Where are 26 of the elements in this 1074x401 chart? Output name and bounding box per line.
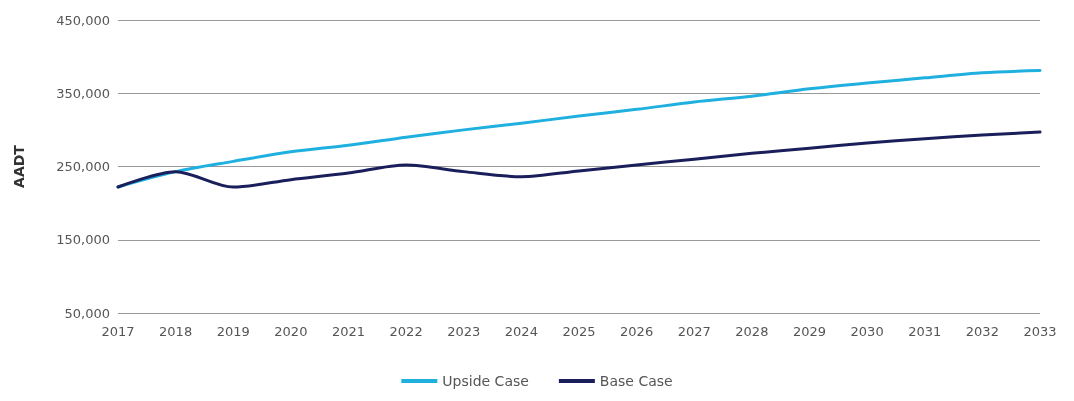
y-tick-label: 450,000 xyxy=(56,12,110,28)
x-tick-label: 2024 xyxy=(504,324,538,339)
line-series xyxy=(116,130,1042,189)
legend-label: Base Case xyxy=(599,373,673,389)
x-tick-label: 2018 xyxy=(159,324,193,339)
y-tick-label: 150,000 xyxy=(56,232,110,248)
y-axis-title: AADT xyxy=(11,144,27,188)
x-tick-label: 2021 xyxy=(331,324,366,339)
x-tick-label: 2028 xyxy=(735,324,769,339)
x-tick-label: 2030 xyxy=(850,324,884,339)
legend-label: Upside Case xyxy=(442,373,529,389)
x-tick-label: 2023 xyxy=(447,324,481,339)
x-tick-label: 2020 xyxy=(274,324,308,339)
y-tick-label: 350,000 xyxy=(56,85,110,101)
x-tick-label: 2025 xyxy=(562,324,596,339)
x-tick-label: 2029 xyxy=(792,324,827,339)
x-tick-label: 2026 xyxy=(620,324,654,339)
x-tick-label: 2019 xyxy=(216,324,250,339)
x-tick-label: 2031 xyxy=(908,324,942,339)
y-tick-label: 250,000 xyxy=(56,159,110,174)
x-tick-label: 2033 xyxy=(1023,324,1057,339)
x-tick-label: 2032 xyxy=(965,324,999,339)
y-tick-label: 50,000 xyxy=(64,305,110,321)
x-tick-label: 2017 xyxy=(101,324,135,339)
x-tick-label: 2022 xyxy=(389,324,423,339)
x-tick-label: 2027 xyxy=(677,324,711,339)
